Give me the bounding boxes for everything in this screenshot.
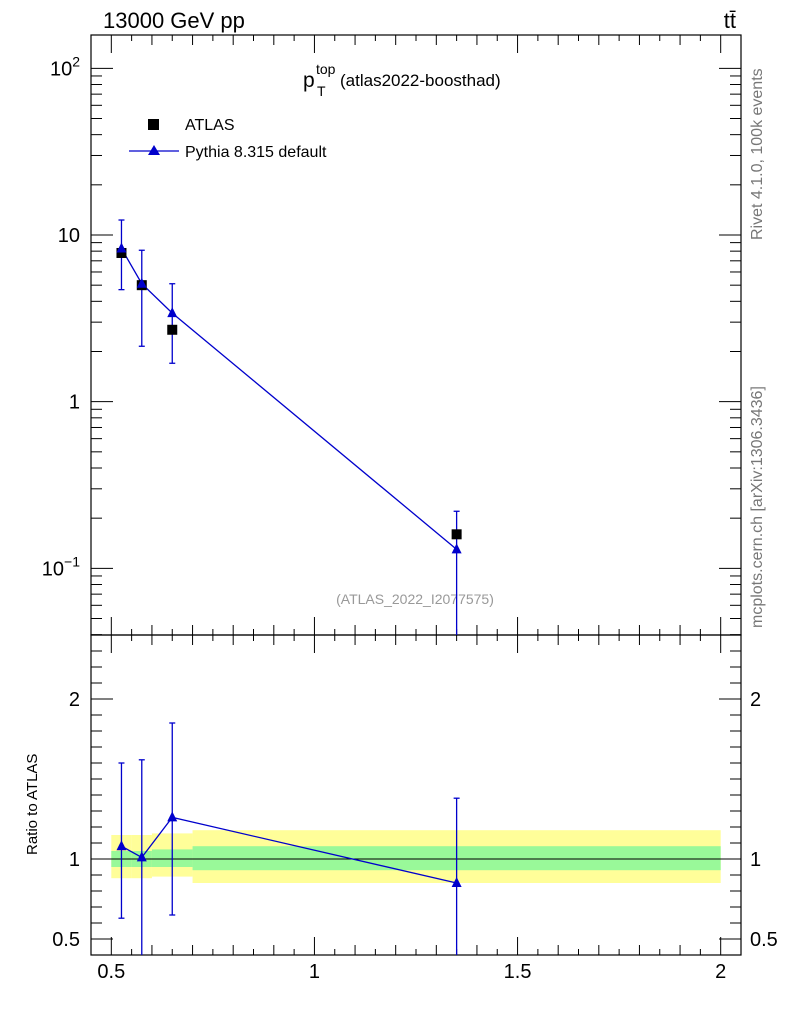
rivet-label: Rivet 4.1.0, 100k events bbox=[749, 68, 766, 240]
data-point-2 bbox=[167, 324, 178, 335]
ratio-ylabel: Ratio to ATLAS bbox=[24, 754, 41, 855]
tick-labels: 0.5 1 1.5 2 10−1 1 10 102 0.5 0.5 1 1 2 2 bbox=[42, 53, 778, 983]
x-tick-label-1: 1 bbox=[309, 961, 320, 983]
data-point-3 bbox=[451, 529, 462, 540]
ratio-mc-point-3 bbox=[451, 877, 462, 887]
ratio-tick-label-left-1: 1 bbox=[69, 849, 80, 871]
data-point-0 bbox=[116, 247, 127, 258]
legend-mc-marker bbox=[148, 145, 160, 155]
x-tick-label-2: 1.5 bbox=[504, 961, 532, 983]
axis-ticks bbox=[91, 35, 741, 956]
ratio-bands bbox=[91, 830, 741, 883]
ratio-frame bbox=[90, 634, 742, 956]
mcplots-label: mcplots.cern.ch [arXiv:1306.3436] bbox=[749, 386, 766, 628]
ratio-mc-point-2 bbox=[167, 811, 178, 822]
legend-data-label: ATLAS bbox=[185, 117, 235, 134]
y-tick-label-2: 10 bbox=[58, 225, 80, 247]
legend-data-marker bbox=[148, 119, 159, 130]
x-tick-label-3: 2 bbox=[715, 961, 726, 983]
ratio-tick-label-left-0: 0.5 bbox=[52, 929, 80, 951]
mc-point-0 bbox=[116, 242, 127, 253]
ratio-marks bbox=[116, 722, 462, 955]
plot-title-sub: T bbox=[317, 83, 326, 99]
analysis-watermark: (ATLAS_2022_I2077575) bbox=[336, 591, 494, 607]
y-tick-label-0: 10−1 bbox=[42, 553, 80, 580]
energy-label: 13000 GeV pp bbox=[103, 8, 245, 33]
ratio-tick-label-right-0: 0.5 bbox=[750, 929, 778, 951]
ratio-mc-point-1 bbox=[136, 851, 147, 862]
ratio-tick-label-right-1: 1 bbox=[750, 849, 761, 871]
ratio-tick-label-right-2: 2 bbox=[750, 689, 761, 711]
ratio-mc-line bbox=[121, 816, 457, 884]
y-tick-label-3: 102 bbox=[50, 53, 80, 80]
main-marks bbox=[116, 219, 462, 635]
process-label: tt̄ bbox=[724, 8, 736, 33]
legend-mc-label: Pythia 8.315 default bbox=[185, 144, 327, 161]
ratio-mc-point-0 bbox=[116, 840, 127, 851]
plot-title-main: p bbox=[303, 69, 315, 92]
x-tick-label-0: 0.5 bbox=[97, 961, 125, 983]
plot-title-sup: top bbox=[316, 61, 336, 77]
mc-line bbox=[120, 248, 458, 550]
y-tick-label-1: 1 bbox=[69, 392, 80, 414]
ratio-tick-label-left-2: 2 bbox=[69, 689, 80, 711]
plot-title-rest: (atlas2022-boosthad) bbox=[340, 71, 501, 90]
mc-point-1 bbox=[136, 277, 147, 288]
mc-point-2 bbox=[167, 307, 178, 318]
mc-point-3 bbox=[451, 543, 462, 554]
